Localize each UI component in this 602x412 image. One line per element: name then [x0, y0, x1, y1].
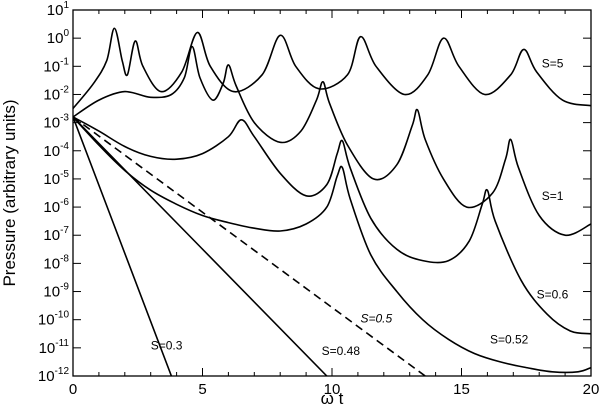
x-tick-label: 10 — [324, 381, 341, 398]
y-tick-exponent: -12 — [55, 366, 70, 377]
y-tick-exponent: -5 — [60, 169, 69, 180]
y-tick-label: 10-11 — [39, 338, 70, 357]
series-line-s-0-5 — [73, 116, 426, 376]
series-label: S=0.48 — [322, 344, 361, 358]
y-tick-label: 101 — [47, 0, 70, 19]
y-tick-label: 10-3 — [43, 113, 69, 132]
series-line-s-1 — [73, 45, 591, 237]
series-line-s-0-3 — [73, 116, 173, 376]
y-tick-base: 10 — [47, 2, 64, 19]
y-tick-base: 10 — [43, 255, 60, 272]
series-label: S=5 — [542, 57, 564, 71]
x-tick-label: 20 — [583, 381, 600, 398]
y-tick-exponent: -6 — [60, 197, 69, 208]
series-group — [73, 27, 591, 376]
y-tick-exponent: 0 — [63, 28, 69, 39]
y-tick-label: 100 — [47, 28, 70, 47]
y-tick-label: 10-6 — [43, 197, 69, 216]
tick-group — [72, 9, 592, 377]
y-tick-label: 10-8 — [43, 253, 69, 272]
series-line-s-0-6 — [73, 116, 591, 335]
y-tick-base: 10 — [38, 312, 55, 329]
y-tick-label: 10-1 — [43, 56, 69, 75]
y-tick-label: 10-2 — [43, 84, 69, 103]
y-tick-base: 10 — [43, 171, 60, 188]
y-tick-label: 10-5 — [43, 169, 69, 188]
y-tick-base: 10 — [43, 86, 60, 103]
tick-label-group: 0 5 10 15 2010110010-110-210-310-410-510-610… — [38, 0, 599, 398]
series-label: S=0.5 — [360, 312, 392, 326]
y-tick-exponent: -3 — [60, 113, 69, 124]
y-tick-exponent: 1 — [63, 0, 69, 11]
y-tick-base: 10 — [43, 58, 60, 75]
y-tick-base: 10 — [43, 227, 60, 244]
y-tick-exponent: -2 — [60, 84, 69, 95]
y-tick-base: 10 — [43, 284, 60, 301]
x-tick-label: 0 — [69, 381, 77, 398]
series-label: S=0.6 — [537, 288, 569, 302]
y-tick-exponent: -11 — [55, 338, 69, 349]
y-tick-base: 10 — [43, 143, 60, 160]
annotation-group: S=5 S=1 S=0.6 S=0.52 S=0.5 S=0.48 S=0.3 — [151, 57, 569, 358]
y-tick-exponent: -7 — [60, 225, 69, 236]
y-tick-base: 10 — [38, 368, 55, 385]
y-tick-exponent: -8 — [60, 253, 69, 264]
x-tick-label: 5 — [198, 381, 206, 398]
series-line-s-0-48 — [73, 116, 328, 376]
y-tick-base: 10 — [43, 115, 60, 132]
y-tick-exponent: -4 — [60, 141, 69, 152]
x-axis-title: ω t — [321, 389, 344, 408]
y-tick-label: 10-10 — [38, 310, 70, 329]
y-tick-base: 10 — [47, 30, 64, 47]
y-tick-base: 10 — [43, 199, 60, 216]
series-label: S=0.52 — [490, 333, 529, 347]
y-tick-label: 10-7 — [43, 225, 69, 244]
series-line-s-5 — [73, 27, 591, 110]
series-label: S=1 — [542, 189, 564, 203]
y-tick-label: 10-12 — [38, 366, 70, 385]
y-tick-exponent: -10 — [55, 310, 70, 321]
series-label: S=0.3 — [151, 338, 183, 352]
y-axis-title: Pressure (arbitrary units) — [0, 99, 19, 286]
y-tick-label: 10-9 — [43, 282, 69, 301]
x-tick-label: 15 — [453, 381, 470, 398]
y-tick-label: 10-4 — [43, 141, 69, 160]
y-tick-exponent: -9 — [60, 282, 69, 293]
y-tick-base: 10 — [39, 340, 56, 357]
series-line-s-0-52 — [73, 116, 591, 374]
y-tick-exponent: -1 — [60, 56, 69, 67]
